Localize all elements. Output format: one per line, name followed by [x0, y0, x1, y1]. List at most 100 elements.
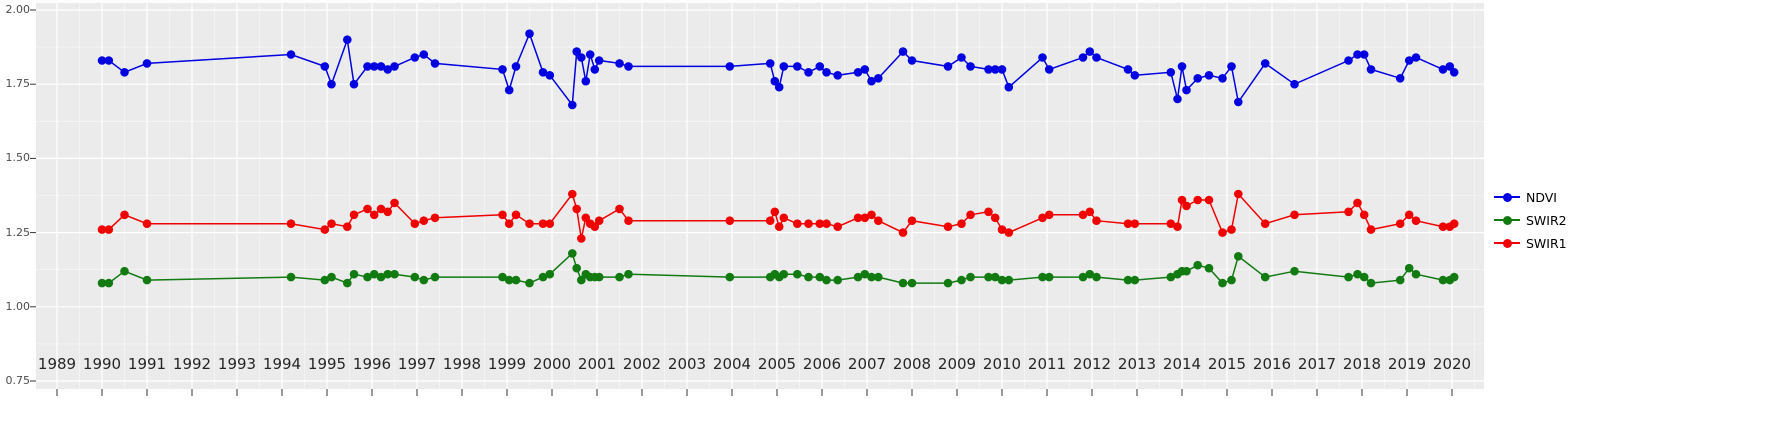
data-point-swir2 [343, 278, 352, 288]
data-point-swir1 [343, 222, 352, 231]
data-point-swir2 [1166, 272, 1176, 282]
legend-label: NDVI [1526, 189, 1557, 205]
data-point-ndvi [1344, 56, 1353, 65]
data-point-swir1 [898, 228, 908, 237]
data-point-ndvi [1044, 65, 1054, 74]
y-tick-label: 1.75 [5, 77, 31, 91]
x-tick-label: 2019 [1387, 355, 1427, 373]
data-point-ndvi [1092, 53, 1101, 62]
data-point-swir2 [1130, 275, 1140, 285]
data-point-ndvi [779, 62, 789, 71]
data-point-ndvi [833, 71, 842, 80]
x-tick-label: 2005 [757, 355, 797, 373]
data-point-swir1 [1227, 225, 1236, 234]
y-tick-label: 0.75 [5, 374, 31, 387]
y-tick-label: 1.50 [5, 151, 31, 165]
data-point-ndvi [343, 35, 352, 44]
x-tick-label: 2016 [1252, 355, 1292, 373]
legend-dot [1502, 192, 1512, 202]
data-point-swir2 [504, 275, 514, 285]
data-point-swir2 [320, 275, 330, 285]
data-point-ndvi [511, 62, 521, 71]
data-point-swir2 [525, 278, 534, 288]
data-point-swir1 [957, 219, 966, 228]
data-point-swir2 [1044, 272, 1054, 282]
data-point-swir1 [1092, 216, 1101, 225]
data-point-swir1 [907, 216, 917, 225]
data-point-swir1 [1404, 210, 1414, 220]
x-tick-label: 2003 [667, 355, 707, 373]
x-tick-label: 1994 [262, 355, 302, 373]
data-point-swir2 [349, 269, 359, 279]
data-point-ndvi [624, 62, 633, 71]
data-point-swir2 [1404, 263, 1414, 273]
data-point-swir1 [725, 216, 735, 225]
data-point-swir1 [1044, 210, 1054, 220]
x-tick-label: 1998 [442, 355, 482, 373]
data-point-swir1 [984, 207, 993, 217]
data-point-swir1 [1395, 219, 1405, 228]
data-point-swir2 [833, 275, 842, 285]
x-tick-label: 2012 [1072, 355, 1112, 373]
data-point-swir2 [822, 275, 831, 285]
data-point-swir2 [545, 269, 555, 279]
data-point-swir2 [624, 269, 633, 279]
data-point-swir2 [1411, 269, 1421, 279]
data-point-swir1 [1123, 219, 1133, 228]
legend: NDVI SWIR2 SWIR1 [1494, 188, 1567, 252]
data-point-ndvi [1182, 85, 1191, 95]
data-point-ndvi [1353, 50, 1362, 59]
data-point-swir1 [1177, 195, 1187, 205]
legend-item-ndvi: NDVI [1494, 188, 1567, 206]
data-point-ndvi [1359, 50, 1369, 59]
data-point-swir1 [286, 219, 296, 228]
data-point-swir1 [594, 216, 604, 225]
data-point-ndvi [1085, 47, 1095, 56]
data-point-swir1 [590, 222, 600, 231]
data-point-swir1 [1438, 222, 1448, 231]
data-point-swir2 [990, 272, 1000, 282]
data-point-ndvi [1204, 71, 1214, 80]
x-tick-label: 1993 [217, 355, 257, 373]
data-point-swir1 [853, 213, 863, 223]
data-point-ndvi [349, 79, 359, 89]
data-point-ndvi [1260, 59, 1270, 68]
data-point-swir2 [907, 278, 917, 288]
data-point-ndvi [104, 56, 114, 65]
data-point-swir1 [142, 219, 152, 228]
data-point-ndvi [1038, 53, 1047, 62]
data-point-ndvi [1290, 79, 1299, 89]
data-point-ndvi [97, 56, 107, 65]
data-point-ndvi [765, 59, 775, 68]
data-point-swir2 [97, 278, 107, 288]
data-point-swir1 [1166, 219, 1176, 228]
data-point-swir1 [1359, 210, 1369, 220]
data-point-ndvi [430, 59, 440, 68]
x-tick-label: 1990 [82, 355, 122, 373]
data-point-ndvi [1004, 82, 1014, 92]
data-point-ndvi [943, 62, 953, 71]
data-point-swir2 [410, 272, 420, 282]
x-tick-label: 2015 [1207, 355, 1247, 373]
x-tick-label: 2009 [937, 355, 977, 373]
data-point-ndvi [957, 53, 966, 62]
data-point-swir1 [1260, 219, 1270, 228]
data-point-swir2 [1366, 278, 1376, 288]
data-point-ndvi [990, 65, 1000, 74]
data-point-swir1 [1204, 195, 1214, 205]
data-point-swir2 [984, 272, 993, 282]
data-point-swir2 [957, 275, 966, 285]
data-point-ndvi [585, 50, 595, 59]
data-point-ndvi [1395, 74, 1405, 83]
data-point-swir1 [538, 219, 548, 228]
data-point-swir2 [860, 269, 870, 279]
data-point-ndvi [966, 62, 975, 71]
data-point-ndvi [615, 59, 624, 68]
data-point-swir2 [1092, 272, 1101, 282]
data-point-swir2 [1438, 275, 1448, 285]
data-point-swir2 [572, 263, 581, 273]
data-point-ndvi [504, 85, 514, 95]
legend-dot [1502, 238, 1512, 248]
data-point-ndvi [1173, 94, 1182, 104]
x-tick-label: 2001 [577, 355, 617, 373]
